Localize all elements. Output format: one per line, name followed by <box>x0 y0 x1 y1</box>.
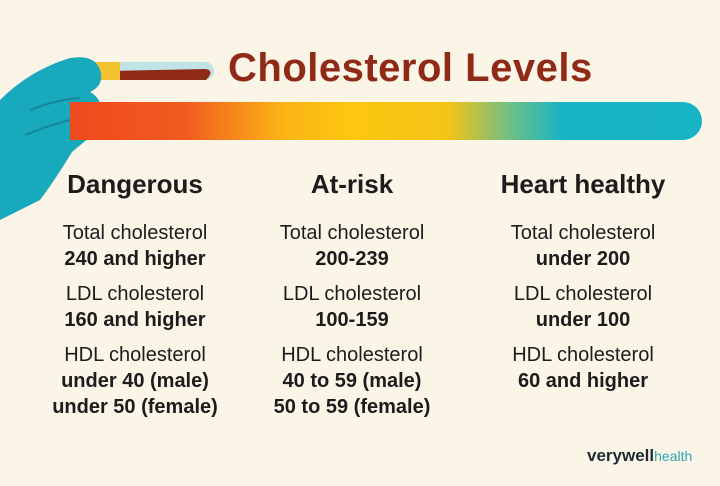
test-tube-icon <box>84 62 214 80</box>
cholesterol-item: LDL cholesterol under 100 <box>463 281 703 333</box>
cholesterol-type-label: Total cholesterol <box>279 222 425 244</box>
column-at-risk: At-risk Total cholesterol 200-239 LDL chole… <box>232 168 472 429</box>
column-dangerous: Dangerous Total cholesterol 240 and higher… <box>15 168 255 429</box>
column-heart-healthy: Heart healthy Total cholesterol under 200 L… <box>463 168 703 403</box>
risk-gradient-bar <box>70 102 702 140</box>
cholesterol-range-value: under 100 <box>535 309 631 331</box>
cholesterol-item: LDL cholesterol 160 and higher <box>15 281 255 333</box>
page-title: Cholesterol Levels <box>228 46 593 90</box>
cholesterol-range-value: 50 to 59 (female) <box>273 396 431 418</box>
cholesterol-item: Total cholesterol 240 and higher <box>15 220 255 272</box>
cholesterol-type-label: LDL cholesterol <box>513 283 653 305</box>
cholesterol-range-value: under 40 (male) <box>61 370 209 392</box>
verywell-health-logo: verywellhealth <box>587 446 692 466</box>
cholesterol-range-value: 160 and higher <box>64 309 206 331</box>
column-heading: Heart healthy <box>500 169 666 199</box>
cholesterol-item: Total cholesterol 200-239 <box>232 220 472 272</box>
cholesterol-type-label: Total cholesterol <box>62 222 208 244</box>
logo-sub: health <box>654 448 693 464</box>
cholesterol-range-value: 200-239 <box>315 248 389 270</box>
cholesterol-item: Total cholesterol under 200 <box>463 220 703 272</box>
cholesterol-type-label: HDL cholesterol <box>64 344 206 366</box>
cholesterol-range-value: 100-159 <box>315 309 389 331</box>
cholesterol-range-value: under 200 <box>535 248 631 270</box>
cholesterol-item: HDL cholesterol 40 to 59 (male) 50 to 59 (… <box>232 342 472 420</box>
cholesterol-type-label: Total cholesterol <box>510 222 656 244</box>
cholesterol-type-label: HDL cholesterol <box>281 344 423 366</box>
cholesterol-type-label: LDL cholesterol <box>65 283 205 305</box>
cholesterol-range-value: 40 to 59 (male) <box>282 370 422 392</box>
cholesterol-range-value: under 50 (female) <box>52 396 218 418</box>
cholesterol-item: HDL cholesterol 60 and higher <box>463 342 703 394</box>
column-heading: Dangerous <box>67 169 203 199</box>
column-heading: At-risk <box>310 169 394 199</box>
gloved-hand-holding-test-tube-illustration <box>0 57 214 221</box>
cholesterol-range-value: 60 and higher <box>517 370 649 392</box>
logo-brand: verywell <box>587 446 655 465</box>
cholesterol-item: LDL cholesterol 100-159 <box>232 281 472 333</box>
cholesterol-range-value: 240 and higher <box>64 248 206 270</box>
cholesterol-item: HDL cholesterol under 40 (male) under 50 (… <box>15 342 255 420</box>
cholesterol-type-label: HDL cholesterol <box>512 344 654 366</box>
cholesterol-type-label: LDL cholesterol <box>282 283 422 305</box>
